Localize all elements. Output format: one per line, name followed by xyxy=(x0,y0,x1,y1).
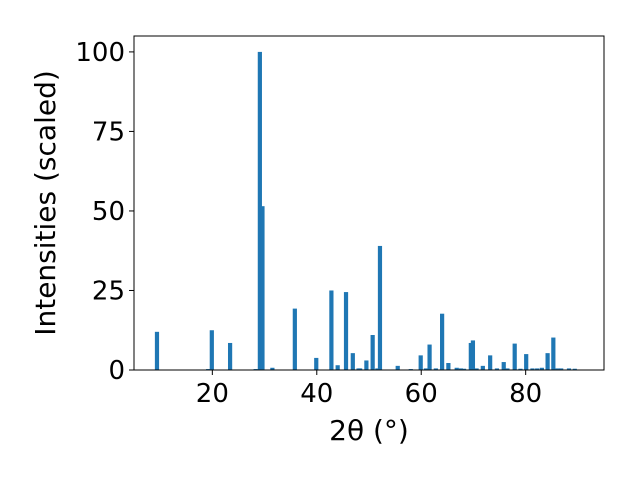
y-tick-label: 100 xyxy=(75,38,125,68)
x-axis-label: 2θ (°) xyxy=(329,414,409,447)
bar xyxy=(512,343,517,370)
bar xyxy=(257,51,262,371)
bar xyxy=(358,368,363,370)
bar xyxy=(418,355,423,370)
y-tick-label: 75 xyxy=(92,117,125,147)
bar xyxy=(270,367,275,370)
bar xyxy=(154,331,160,370)
bar xyxy=(474,368,479,370)
bar xyxy=(458,368,464,370)
bar xyxy=(433,368,438,370)
y-tick-label: 50 xyxy=(92,197,125,227)
bar xyxy=(524,354,529,370)
bar xyxy=(375,368,380,370)
bar xyxy=(555,368,560,370)
y-tick-label: 0 xyxy=(108,356,125,386)
bar xyxy=(461,368,467,370)
bar xyxy=(377,245,383,370)
bar xyxy=(566,368,572,370)
plot-area xyxy=(134,36,604,370)
bar xyxy=(227,342,233,370)
bar xyxy=(314,357,319,370)
y-tick-label: 25 xyxy=(92,276,125,306)
bar xyxy=(545,353,550,370)
bar xyxy=(427,344,432,370)
bar xyxy=(480,365,485,370)
bar xyxy=(535,368,540,370)
bar xyxy=(370,335,375,370)
bar xyxy=(551,337,556,370)
x-tick-label: 80 xyxy=(509,379,542,409)
bar xyxy=(440,313,445,370)
x-tick-label: 20 xyxy=(196,379,229,409)
bar xyxy=(518,368,523,370)
x-axis-ticks: 20 40 60 80 xyxy=(196,370,542,409)
bar xyxy=(209,330,214,370)
bar xyxy=(335,365,340,370)
bar xyxy=(454,367,459,370)
bar xyxy=(329,290,334,370)
bar xyxy=(446,363,451,370)
y-axis-label: Intensities (scaled) xyxy=(29,70,62,336)
bar xyxy=(395,365,400,370)
bar xyxy=(364,360,369,370)
bar xyxy=(470,340,476,370)
bar xyxy=(539,367,544,370)
y-axis-ticks: 0 25 50 75 100 xyxy=(75,38,134,386)
bar xyxy=(572,368,577,370)
bar xyxy=(501,362,506,370)
bar xyxy=(505,368,510,370)
bar xyxy=(488,355,493,370)
x-tick-label: 40 xyxy=(300,379,333,409)
x-tick-label: 60 xyxy=(405,379,438,409)
bar xyxy=(260,206,265,370)
bar xyxy=(530,368,535,370)
bar xyxy=(559,368,564,370)
bar xyxy=(343,292,349,370)
bar xyxy=(350,353,355,370)
plot-frame xyxy=(133,35,605,371)
bar xyxy=(423,368,429,370)
bar-series xyxy=(154,51,577,371)
bar xyxy=(292,308,297,370)
bar xyxy=(494,368,500,370)
